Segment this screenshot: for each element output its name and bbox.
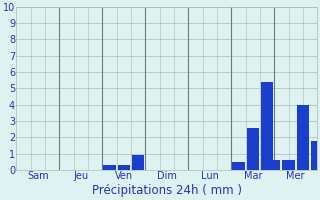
Bar (268, 160, 280, 170)
Bar (283, 160, 295, 170)
Bar (311, 141, 320, 170)
Bar (132, 155, 144, 170)
Bar (118, 165, 130, 170)
Bar (232, 162, 244, 170)
Bar (261, 82, 273, 170)
Bar (247, 128, 259, 170)
Bar (297, 105, 309, 170)
Bar (103, 165, 116, 170)
X-axis label: Précipitations 24h ( mm ): Précipitations 24h ( mm ) (92, 184, 242, 197)
